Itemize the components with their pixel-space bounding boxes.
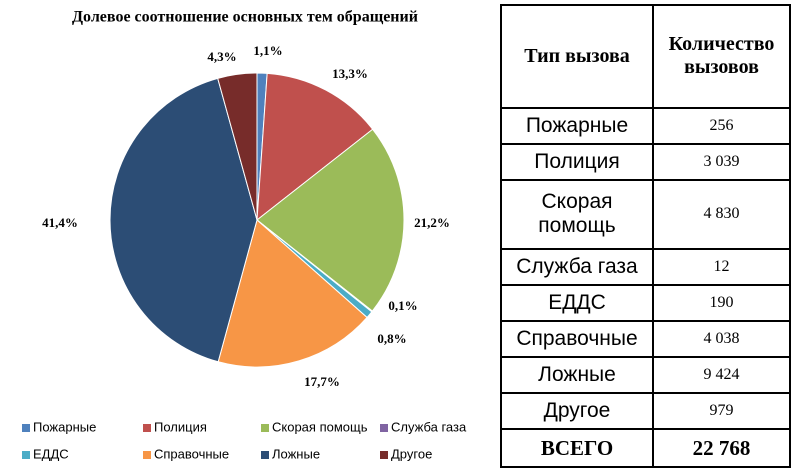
table-row: Справочные 4 038 xyxy=(500,320,791,359)
header-row: Тип вызова Количество вызовов xyxy=(500,4,791,109)
table-row: Ложные 9 424 xyxy=(500,356,791,395)
pie-slice xyxy=(109,77,258,363)
table-cell: 22 768 xyxy=(652,428,791,468)
table-cell: 3 039 xyxy=(652,142,791,181)
table-cell: Справочные xyxy=(500,320,654,359)
value-label: 0,1% xyxy=(388,298,417,313)
table-cell: 979 xyxy=(652,392,791,431)
table-cell: ВСЕГО xyxy=(500,428,654,468)
table-cell: 9 424 xyxy=(652,356,791,395)
value-label: 21,2% xyxy=(414,215,450,230)
table-cell: Полиция xyxy=(500,142,654,181)
table-cell: Служба газа xyxy=(500,248,654,287)
pie-slice xyxy=(217,219,368,368)
value-label: 13,3% xyxy=(332,66,368,81)
table-cell: 256 xyxy=(652,106,791,145)
table-cell: Скорая помощь xyxy=(500,178,654,251)
table-cell: Пожарные xyxy=(500,106,654,145)
chart-title: Долевое соотношение основных тем обращен… xyxy=(72,9,418,26)
table-row: ВСЕГО 22 768 xyxy=(500,428,791,468)
table-cell: Другое xyxy=(500,392,654,431)
table-cell: Ложные xyxy=(500,356,654,395)
legend-label: Пожарные xyxy=(33,419,96,434)
header-cell: Тип вызова xyxy=(500,4,654,109)
table-cell: 190 xyxy=(652,284,791,323)
legend-label: Полиция xyxy=(154,419,207,434)
table-row: Служба газа 12 xyxy=(500,248,791,287)
legend-label: ЕДДС xyxy=(33,446,69,461)
value-label: 0,8% xyxy=(377,331,406,346)
legend-swatch xyxy=(380,424,388,432)
calls-table: Тип вызова Количество вызовов Пожарные 25… xyxy=(500,4,791,468)
legend-label: Другое xyxy=(391,446,432,461)
table-row: ЕДДС 190 xyxy=(500,284,791,323)
chart: Долевое соотношение основных тем обращен… xyxy=(22,9,467,461)
pie-slice xyxy=(256,72,374,222)
legend-label: Скорая помощь xyxy=(272,419,368,434)
header-cell: Количество вызовов xyxy=(652,4,791,109)
legend-swatch xyxy=(143,451,151,459)
legend-swatch xyxy=(143,424,151,432)
table-row: Скорая помощь 4 830 xyxy=(500,178,791,251)
value-label: 4,3% xyxy=(207,49,236,64)
table-cell: 4 830 xyxy=(652,178,791,251)
legend-label: Служба газа xyxy=(391,419,467,434)
value-label: 17,7% xyxy=(304,374,340,389)
legend-swatch xyxy=(22,424,30,432)
legend-swatch xyxy=(22,451,30,459)
table-cell: 4 038 xyxy=(652,320,791,359)
table-cell: 12 xyxy=(652,248,791,287)
pie-slice xyxy=(256,128,405,312)
table-row: Пожарные 256 xyxy=(500,106,791,145)
value-label: 41,4% xyxy=(42,215,78,230)
legend-label: Справочные xyxy=(154,446,229,461)
value-label: 1,1% xyxy=(253,43,282,58)
pie-slice xyxy=(217,72,258,221)
legend-swatch xyxy=(380,451,388,459)
table-row: Полиция 3 039 xyxy=(500,142,791,181)
table-cell: ЕДДС xyxy=(500,284,654,323)
legend-swatch xyxy=(261,451,269,459)
table-row: Другое 979 xyxy=(500,392,791,431)
legend-label: Ложные xyxy=(272,446,320,461)
legend-swatch xyxy=(261,424,269,432)
